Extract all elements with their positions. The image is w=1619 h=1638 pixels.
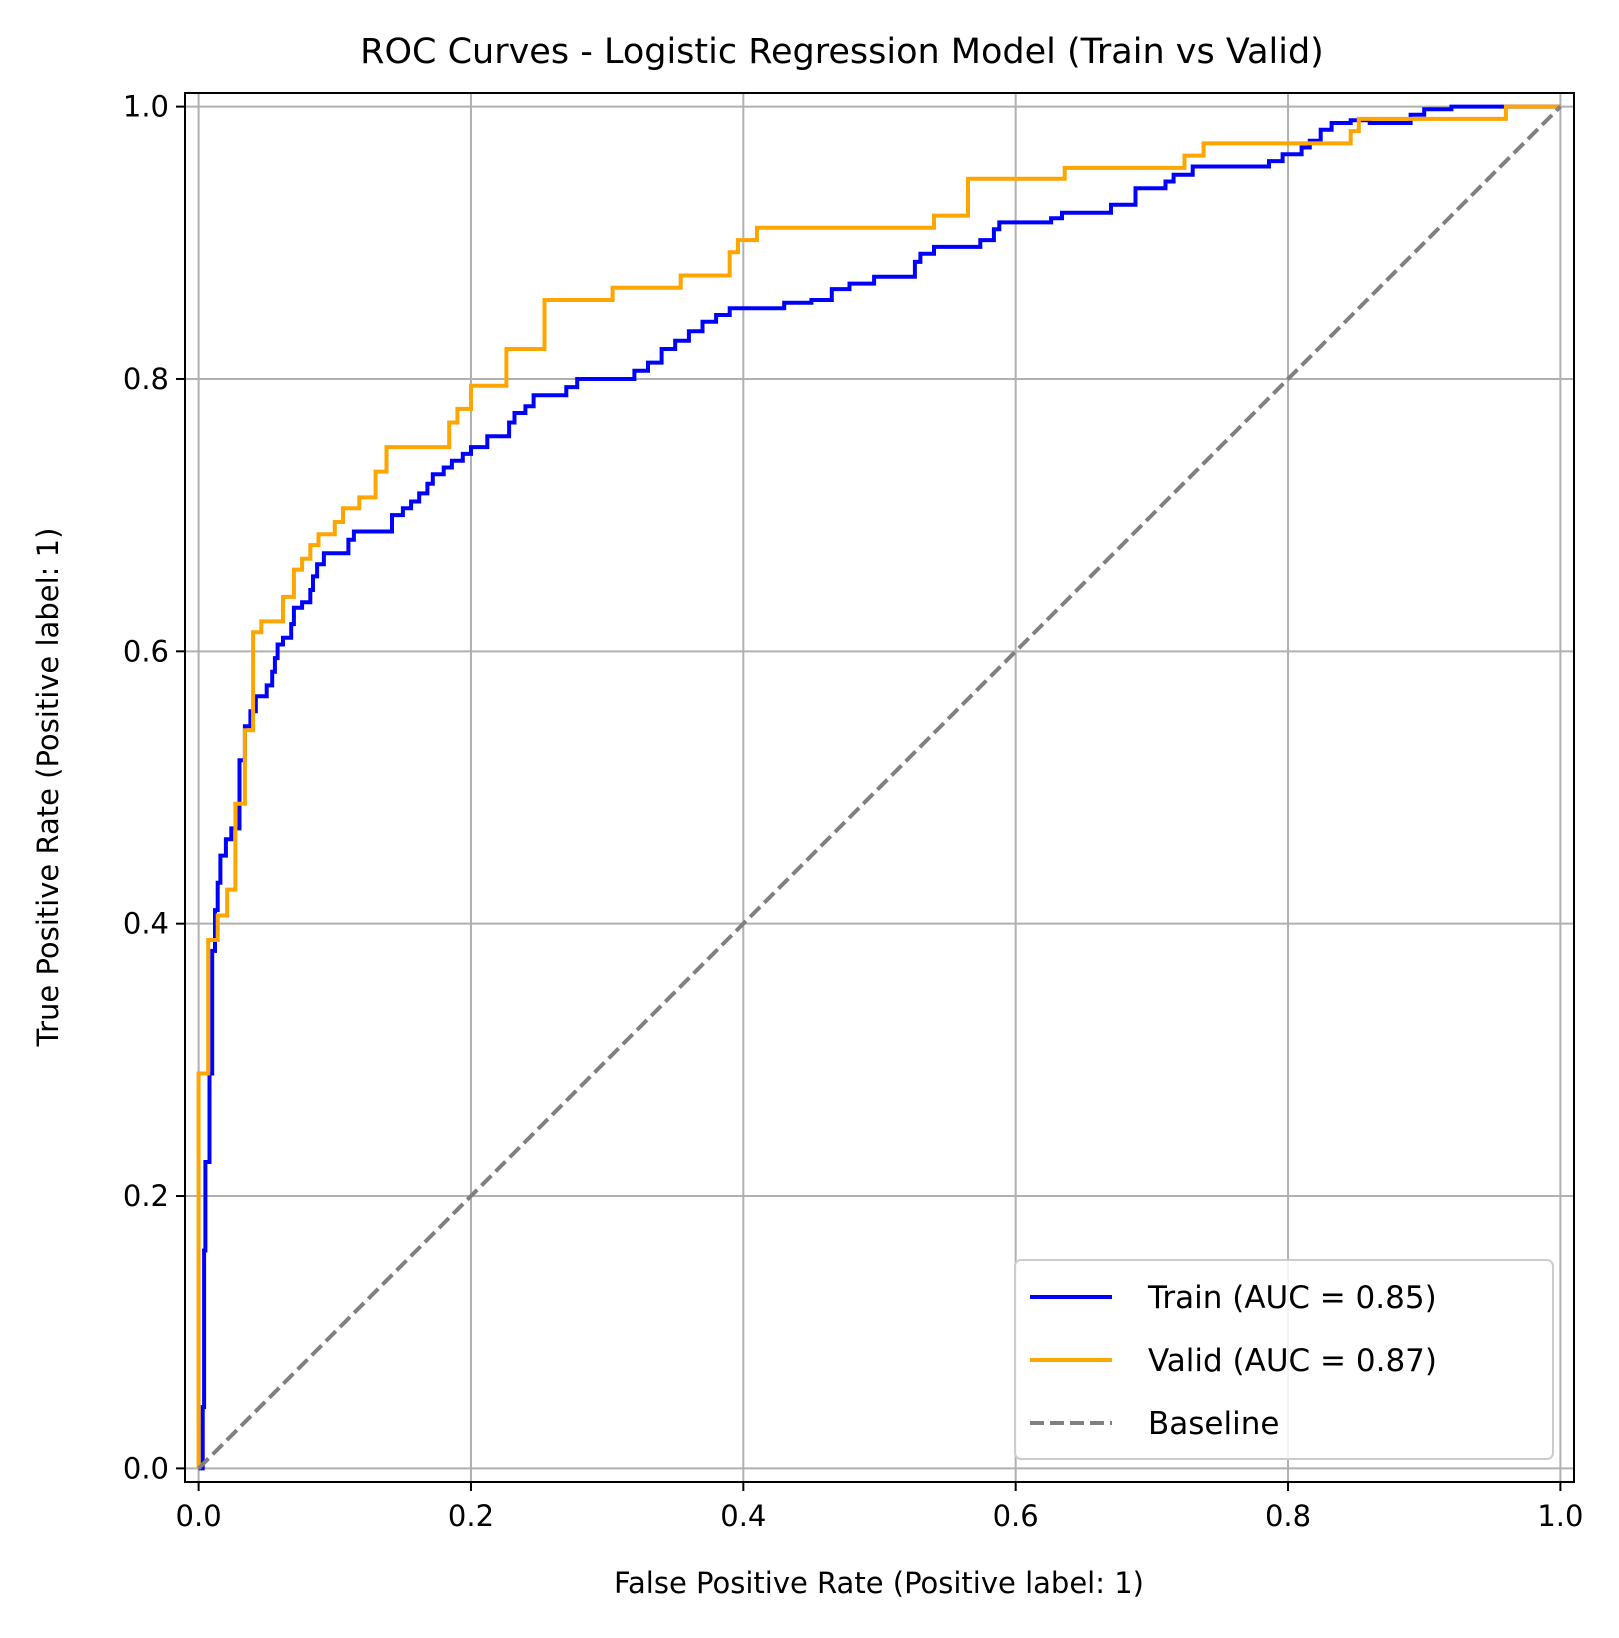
x-axis-ticks: 0.0 0.2 0.4 0.6 0.8 1.0 bbox=[176, 1482, 1583, 1533]
x-tick-label-4: 0.8 bbox=[1265, 1499, 1311, 1533]
series-group bbox=[196, 104, 1562, 1471]
legend-label-0: Train (AUC = 0.85) bbox=[1147, 1280, 1437, 1316]
legend-label-2: Baseline bbox=[1148, 1406, 1279, 1442]
chart-title: ROC Curves - Logistic Regression Model (… bbox=[360, 32, 1324, 72]
grid bbox=[185, 93, 1574, 1482]
x-axis-label: False Positive Rate (Positive label: 1) bbox=[614, 1566, 1144, 1600]
x-tick-label-5: 1.0 bbox=[1537, 1499, 1583, 1533]
series-line-0 bbox=[198, 104, 1561, 1471]
legend: Train (AUC = 0.85) Valid (AUC = 0.87) Base… bbox=[1014, 1259, 1554, 1460]
legend-box bbox=[1014, 1259, 1554, 1460]
y-tick-label-2: 0.4 bbox=[123, 907, 169, 941]
y-tick-label-1: 0.2 bbox=[123, 1179, 169, 1213]
legend-label-1: Valid (AUC = 0.87) bbox=[1148, 1343, 1437, 1379]
y-tick-label-3: 0.6 bbox=[123, 634, 169, 668]
y-tick-label-0: 0.0 bbox=[123, 1451, 169, 1485]
y-tick-label-5: 1.0 bbox=[123, 90, 169, 124]
x-tick-label-3: 0.6 bbox=[993, 1499, 1039, 1533]
series-line-2 bbox=[197, 105, 1562, 1470]
x-tick-label-0: 0.0 bbox=[176, 1499, 222, 1533]
y-axis-label: True Positive Rate (Positive label: 1) bbox=[31, 528, 65, 1048]
x-tick-label-2: 0.4 bbox=[720, 1499, 766, 1533]
plot-frame bbox=[184, 92, 1575, 1483]
x-tick-label-1: 0.2 bbox=[448, 1499, 494, 1533]
series-line-1 bbox=[196, 104, 1561, 1469]
y-tick-label-4: 0.8 bbox=[123, 362, 169, 396]
y-axis-ticks: 0.0 0.2 0.4 0.6 0.8 1.0 bbox=[123, 90, 185, 1485]
